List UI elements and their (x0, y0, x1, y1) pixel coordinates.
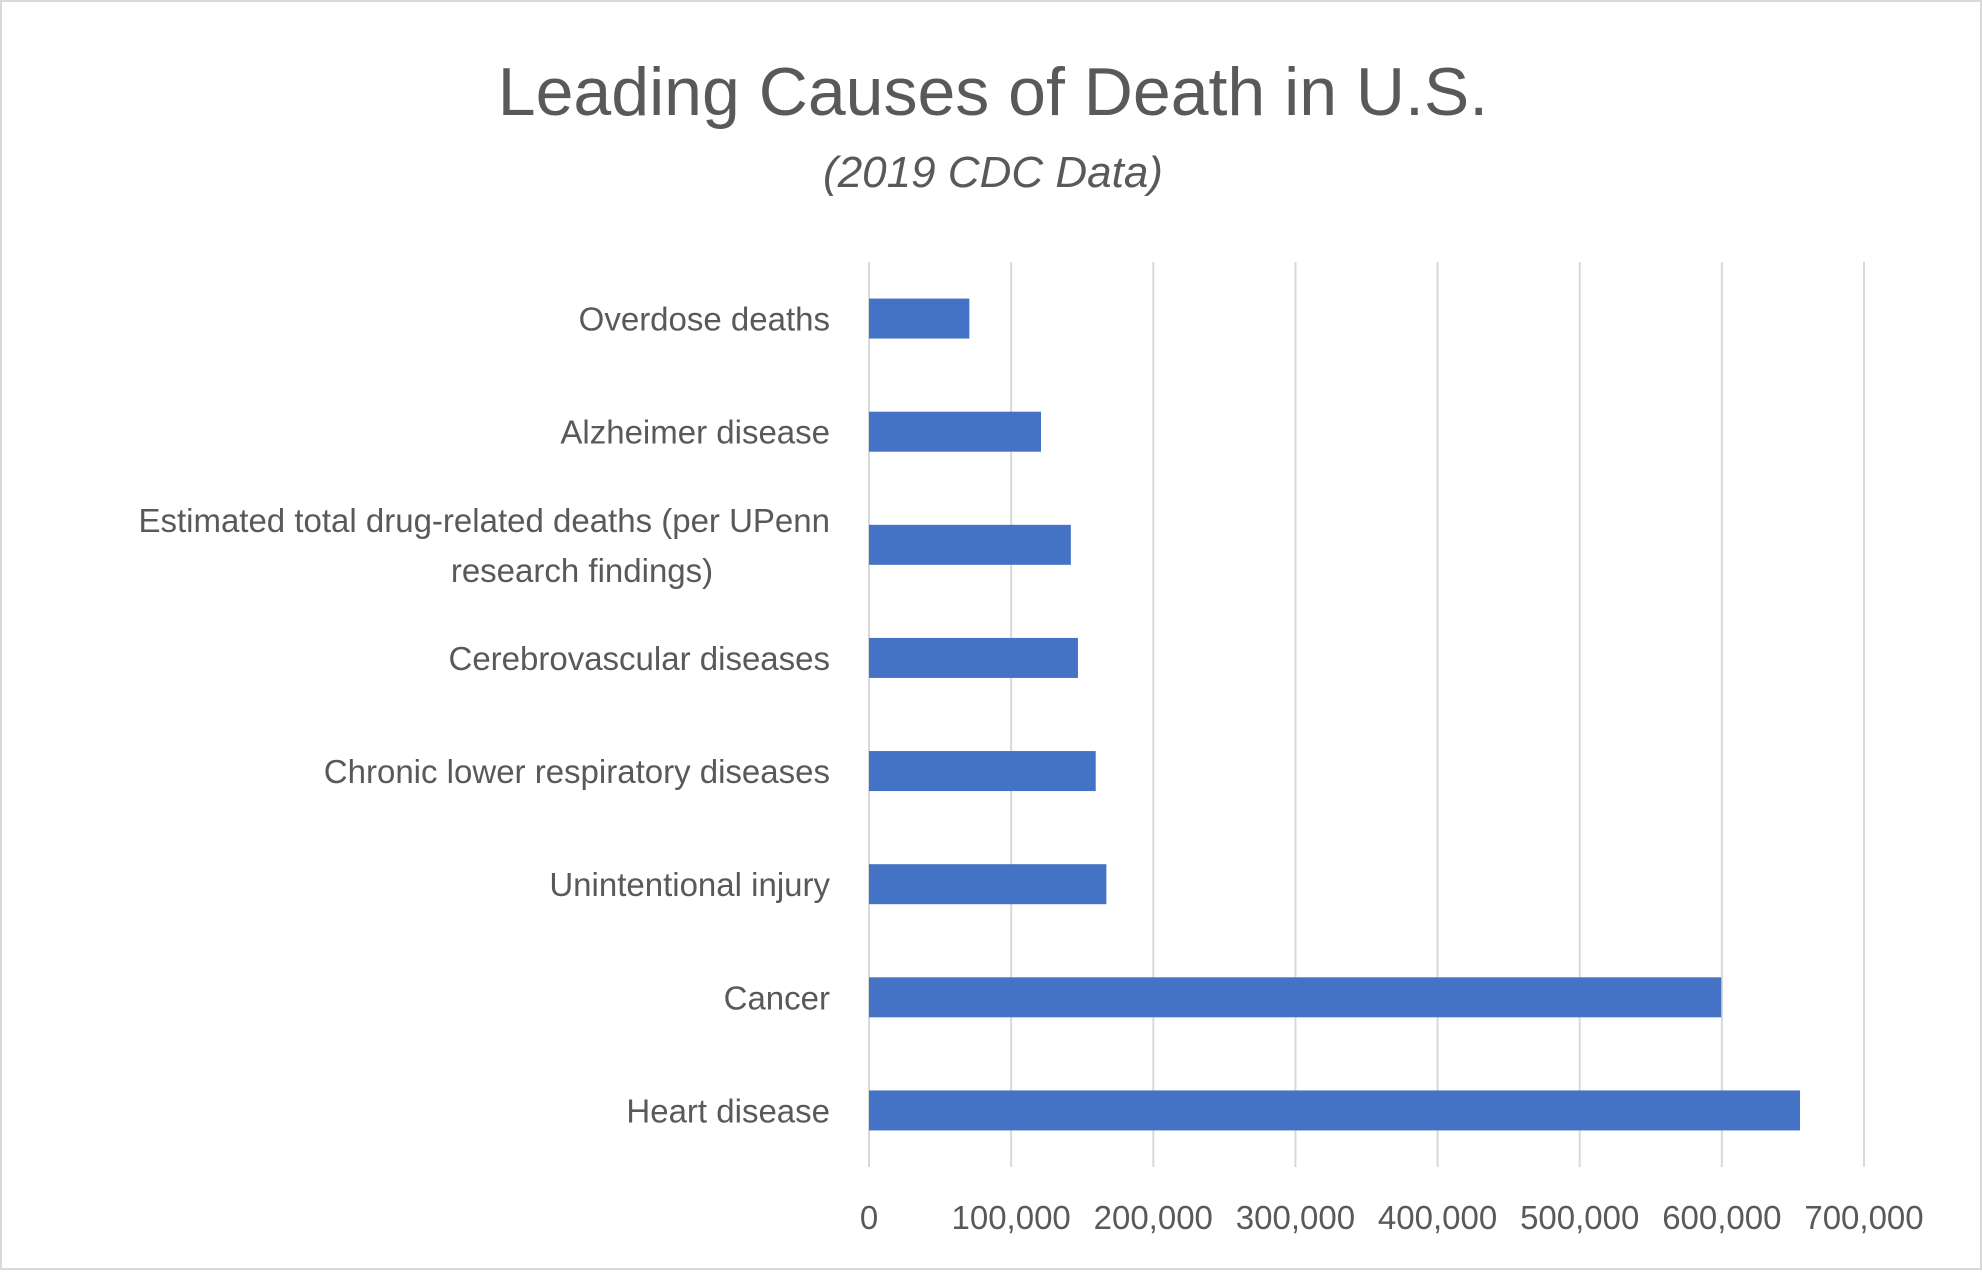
bar (869, 864, 1107, 905)
x-tick-label: 600,000 (1662, 1199, 1781, 1236)
bar (869, 411, 1041, 452)
category-label: Cerebrovascular diseases (448, 640, 830, 677)
x-tick-label: 300,000 (1236, 1199, 1355, 1236)
x-tick-label: 0 (860, 1199, 878, 1236)
category-label: Alzheimer disease (560, 414, 830, 451)
chart-subtitle: (2019 CDC Data) (823, 148, 1163, 197)
category-label: Chronic lower respiratory diseases (324, 753, 830, 790)
x-tick-label: 100,000 (951, 1199, 1070, 1236)
category-label: Estimated total drug-related deaths (per… (138, 502, 830, 539)
category-label: Cancer (724, 979, 830, 1016)
category-label: Overdose deaths (579, 301, 830, 338)
bar (869, 298, 970, 339)
bar (869, 1090, 1801, 1131)
bar (869, 637, 1078, 678)
bar (869, 977, 1722, 1018)
x-tick-label: 400,000 (1378, 1199, 1497, 1236)
category-label: Heart disease (626, 1092, 830, 1129)
chart-title: Leading Causes of Death in U.S. (498, 54, 1488, 130)
category-label: research findings) (451, 552, 713, 589)
category-labels: Heart disease Cancer Unintentional injury C… (138, 301, 830, 1130)
x-tick-label: 200,000 (1094, 1199, 1213, 1236)
x-tick-label: 700,000 (1804, 1199, 1923, 1236)
bars (869, 298, 1801, 1131)
gridlines (868, 262, 1865, 1167)
bar (869, 751, 1096, 792)
x-tick-label: 500,000 (1520, 1199, 1639, 1236)
bar (869, 524, 1071, 565)
category-label: Unintentional injury (549, 866, 830, 903)
x-tick-labels: 0 100,000 200,000 300,000 400,000 500,000 600,… (860, 1199, 1924, 1236)
